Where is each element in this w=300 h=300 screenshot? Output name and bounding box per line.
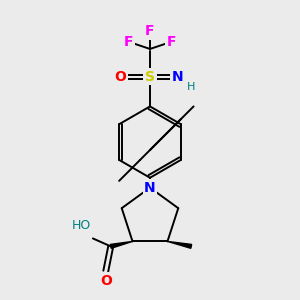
Text: F: F xyxy=(167,35,176,49)
Text: H: H xyxy=(187,82,195,92)
Text: O: O xyxy=(100,274,112,288)
Text: HO: HO xyxy=(72,218,91,232)
Text: N: N xyxy=(172,70,184,84)
Text: S: S xyxy=(145,70,155,84)
Text: O: O xyxy=(114,70,126,84)
Polygon shape xyxy=(110,242,133,248)
Text: N: N xyxy=(144,181,156,195)
Text: F: F xyxy=(124,35,133,49)
Text: F: F xyxy=(145,24,155,38)
Polygon shape xyxy=(167,242,192,248)
